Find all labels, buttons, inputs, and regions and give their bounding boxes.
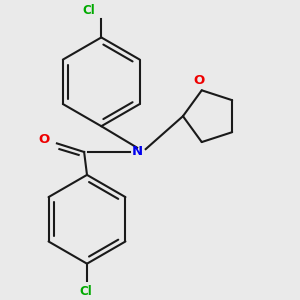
Text: Cl: Cl xyxy=(79,285,92,298)
Text: N: N xyxy=(131,146,143,158)
Text: Cl: Cl xyxy=(82,4,95,17)
Text: O: O xyxy=(38,133,50,146)
Text: O: O xyxy=(193,74,205,87)
